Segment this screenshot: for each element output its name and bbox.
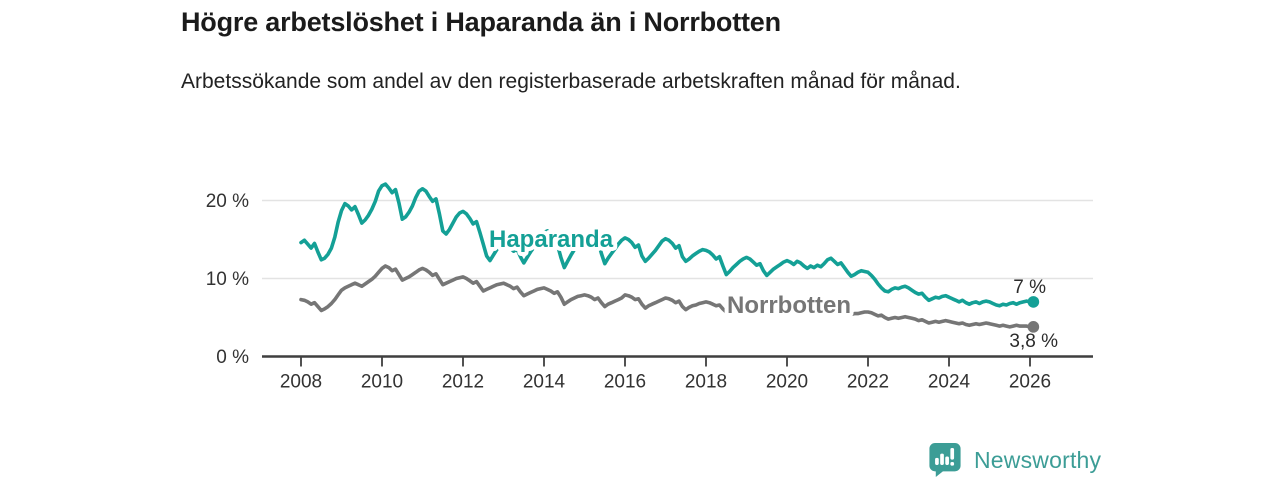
y-tick-label: 0 % bbox=[216, 347, 249, 368]
series-label-norrbotten: Norrbotten bbox=[727, 292, 851, 319]
chart-subtitle: Arbetssökande som andel av den registerb… bbox=[181, 70, 961, 93]
x-tick-label: 2014 bbox=[523, 372, 566, 393]
newsworthy-logo-icon bbox=[929, 443, 961, 477]
series-path-norrbotten bbox=[299, 264, 1036, 329]
end-value-label-haparanda: 7 % bbox=[1013, 277, 1046, 298]
x-tick-label: 2018 bbox=[685, 372, 727, 393]
x-tick-label: 2022 bbox=[847, 372, 889, 393]
series-label-haparanda: Haparanda bbox=[489, 226, 614, 253]
y-tick-label: 20 % bbox=[206, 191, 249, 212]
brand-footer: Newsworthy bbox=[928, 442, 1101, 478]
series-path-haparanda bbox=[299, 182, 1036, 308]
line-chart: 2008 2010 2012 2014 2016 2018 2020 2022 2024 2026… bbox=[206, 182, 1093, 393]
end-value-label-norrbotten: 3,8 % bbox=[1009, 331, 1058, 352]
x-tick-label: 2026 bbox=[1009, 372, 1051, 393]
x-tick-label: 2008 bbox=[280, 372, 322, 393]
series-end-dot-norrbotten bbox=[1027, 321, 1040, 333]
brand-name: Newsworthy bbox=[974, 446, 1102, 473]
y-tick-label: 10 % bbox=[206, 269, 249, 290]
series-end-dot-haparanda bbox=[1027, 296, 1040, 308]
x-tick-label: 2012 bbox=[442, 372, 484, 393]
chart-title: Högre arbetslöshet i Haparanda än i Norr… bbox=[181, 7, 781, 37]
x-tick-label: 2016 bbox=[604, 372, 646, 393]
x-tick-label: 2020 bbox=[766, 372, 808, 393]
x-tick-label: 2010 bbox=[361, 372, 403, 393]
x-tick-label: 2024 bbox=[928, 372, 971, 393]
